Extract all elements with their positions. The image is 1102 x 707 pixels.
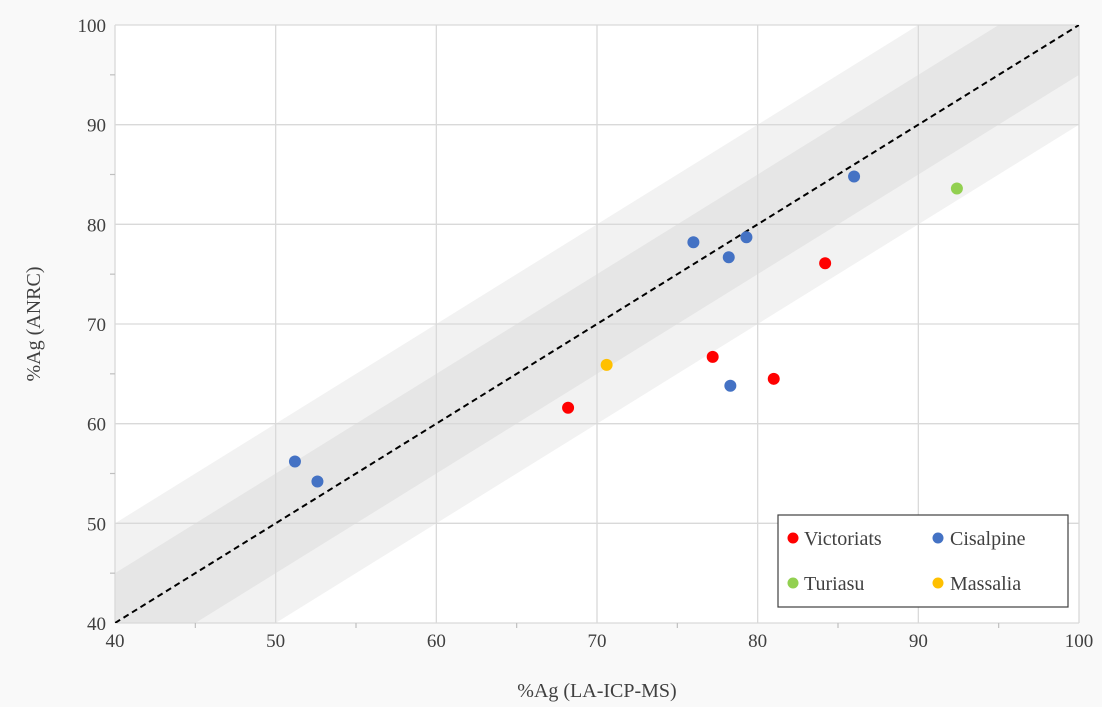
legend-label-victoriats: Victoriats <box>804 528 882 550</box>
x-tick-label: 70 <box>588 631 607 652</box>
point-cisalpine <box>740 231 753 244</box>
y-tick-label: 90 <box>87 116 106 137</box>
point-victoriats <box>706 350 719 363</box>
y-tick-label: 40 <box>87 614 106 635</box>
legend-marker-cisalpine <box>932 532 944 544</box>
point-cisalpine <box>724 379 737 392</box>
legend-label-massalia: Massalia <box>950 573 1021 595</box>
x-tick-label: 40 <box>106 631 125 652</box>
legend-label-turiasu: Turiasu <box>804 573 864 595</box>
x-tick-label: 90 <box>909 631 928 652</box>
y-tick-label: 50 <box>87 514 106 535</box>
y-tick-label: 70 <box>87 315 106 336</box>
y-axis-title: %Ag (ANRC) <box>23 267 45 382</box>
legend-marker-turiasu <box>787 577 799 589</box>
identity-line <box>115 25 1079 623</box>
point-victoriats <box>562 401 575 414</box>
point-cisalpine <box>311 475 324 488</box>
point-cisalpine <box>848 170 861 183</box>
y-tick-label: 60 <box>87 415 106 436</box>
point-victoriats <box>767 372 780 385</box>
x-tick-label: 50 <box>266 631 285 652</box>
legend-box <box>777 514 1069 608</box>
point-turiasu <box>950 182 963 195</box>
x-tick-label: 60 <box>427 631 446 652</box>
point-cisalpine <box>288 455 301 468</box>
legend-marker-massalia <box>932 577 944 589</box>
legend: Victoriats Cisalpine Turiasu Massalia <box>777 514 1069 608</box>
x-tick-label: 100 <box>1065 631 1094 652</box>
x-axis-title: %Ag (LA-ICP-MS) <box>517 680 676 702</box>
y-tick-label: 100 <box>78 16 107 37</box>
point-victoriats <box>819 257 832 270</box>
legend-marker-victoriats <box>787 532 799 544</box>
point-massalia <box>600 358 613 371</box>
y-tick-label: 80 <box>87 215 106 236</box>
point-cisalpine <box>687 236 700 249</box>
x-tick-label: 80 <box>748 631 767 652</box>
legend-label-cisalpine: Cisalpine <box>950 528 1026 550</box>
point-cisalpine <box>722 251 735 264</box>
